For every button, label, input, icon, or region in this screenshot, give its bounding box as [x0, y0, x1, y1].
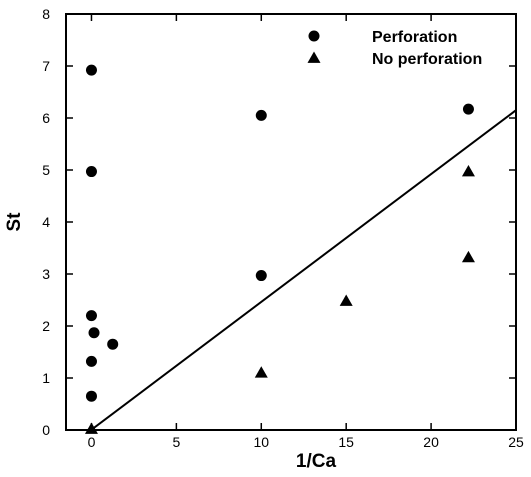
x-tick-label: 25: [508, 434, 524, 450]
y-tick-label: 7: [42, 58, 50, 74]
data-point-no-perforation: [254, 366, 268, 378]
x-tick-label: 20: [423, 434, 439, 450]
y-tick-label: 0: [42, 422, 50, 438]
x-tick-label: 0: [88, 434, 96, 450]
legend-item: Perforation: [308, 29, 457, 46]
data-point-perforation: [85, 355, 97, 367]
x-tick-label: 15: [338, 434, 354, 450]
data-point-perforation: [255, 270, 267, 282]
legend-label: No perforation: [372, 51, 482, 68]
x-tick-label: 5: [172, 434, 180, 450]
series-triangle: [84, 165, 475, 434]
y-tick-label: 3: [42, 266, 50, 282]
y-tick-label: 5: [42, 162, 50, 178]
data-point-perforation: [85, 390, 97, 402]
data-point-perforation: [255, 109, 267, 121]
series-circle: [85, 64, 474, 402]
data-point-no-perforation: [461, 250, 475, 263]
axis-ticks: 0 5 10 15 20 25 0 1 2 3 4 5 6 7 8: [42, 6, 524, 450]
y-tick-label: 8: [42, 6, 50, 22]
x-tick-label: 10: [253, 434, 269, 450]
x-axis-title: 1/Ca: [296, 451, 337, 472]
y-tick-label: 1: [42, 370, 50, 386]
legend-item: No perforation: [307, 51, 482, 68]
plot-frame: [65, 13, 517, 431]
trend-line: [89, 109, 516, 430]
legend-circle-marker: [308, 30, 320, 42]
data-point-no-perforation: [461, 165, 475, 177]
data-point-perforation: [85, 310, 97, 322]
y-axis-title: St: [4, 212, 25, 232]
plot-content: [84, 64, 516, 434]
legend-label: Perforation: [372, 29, 457, 46]
y-tick-label: 4: [42, 214, 50, 230]
data-point-perforation: [88, 327, 100, 339]
data-point-no-perforation: [339, 294, 353, 306]
data-point-perforation: [85, 166, 97, 178]
data-point-perforation: [85, 64, 97, 76]
legend: Perforation No perforation: [307, 29, 482, 68]
data-point-perforation: [107, 338, 119, 350]
legend-triangle-marker: [307, 51, 321, 63]
data-point-perforation: [462, 103, 474, 115]
y-tick-label: 6: [42, 110, 50, 126]
y-tick-label: 2: [42, 318, 50, 334]
